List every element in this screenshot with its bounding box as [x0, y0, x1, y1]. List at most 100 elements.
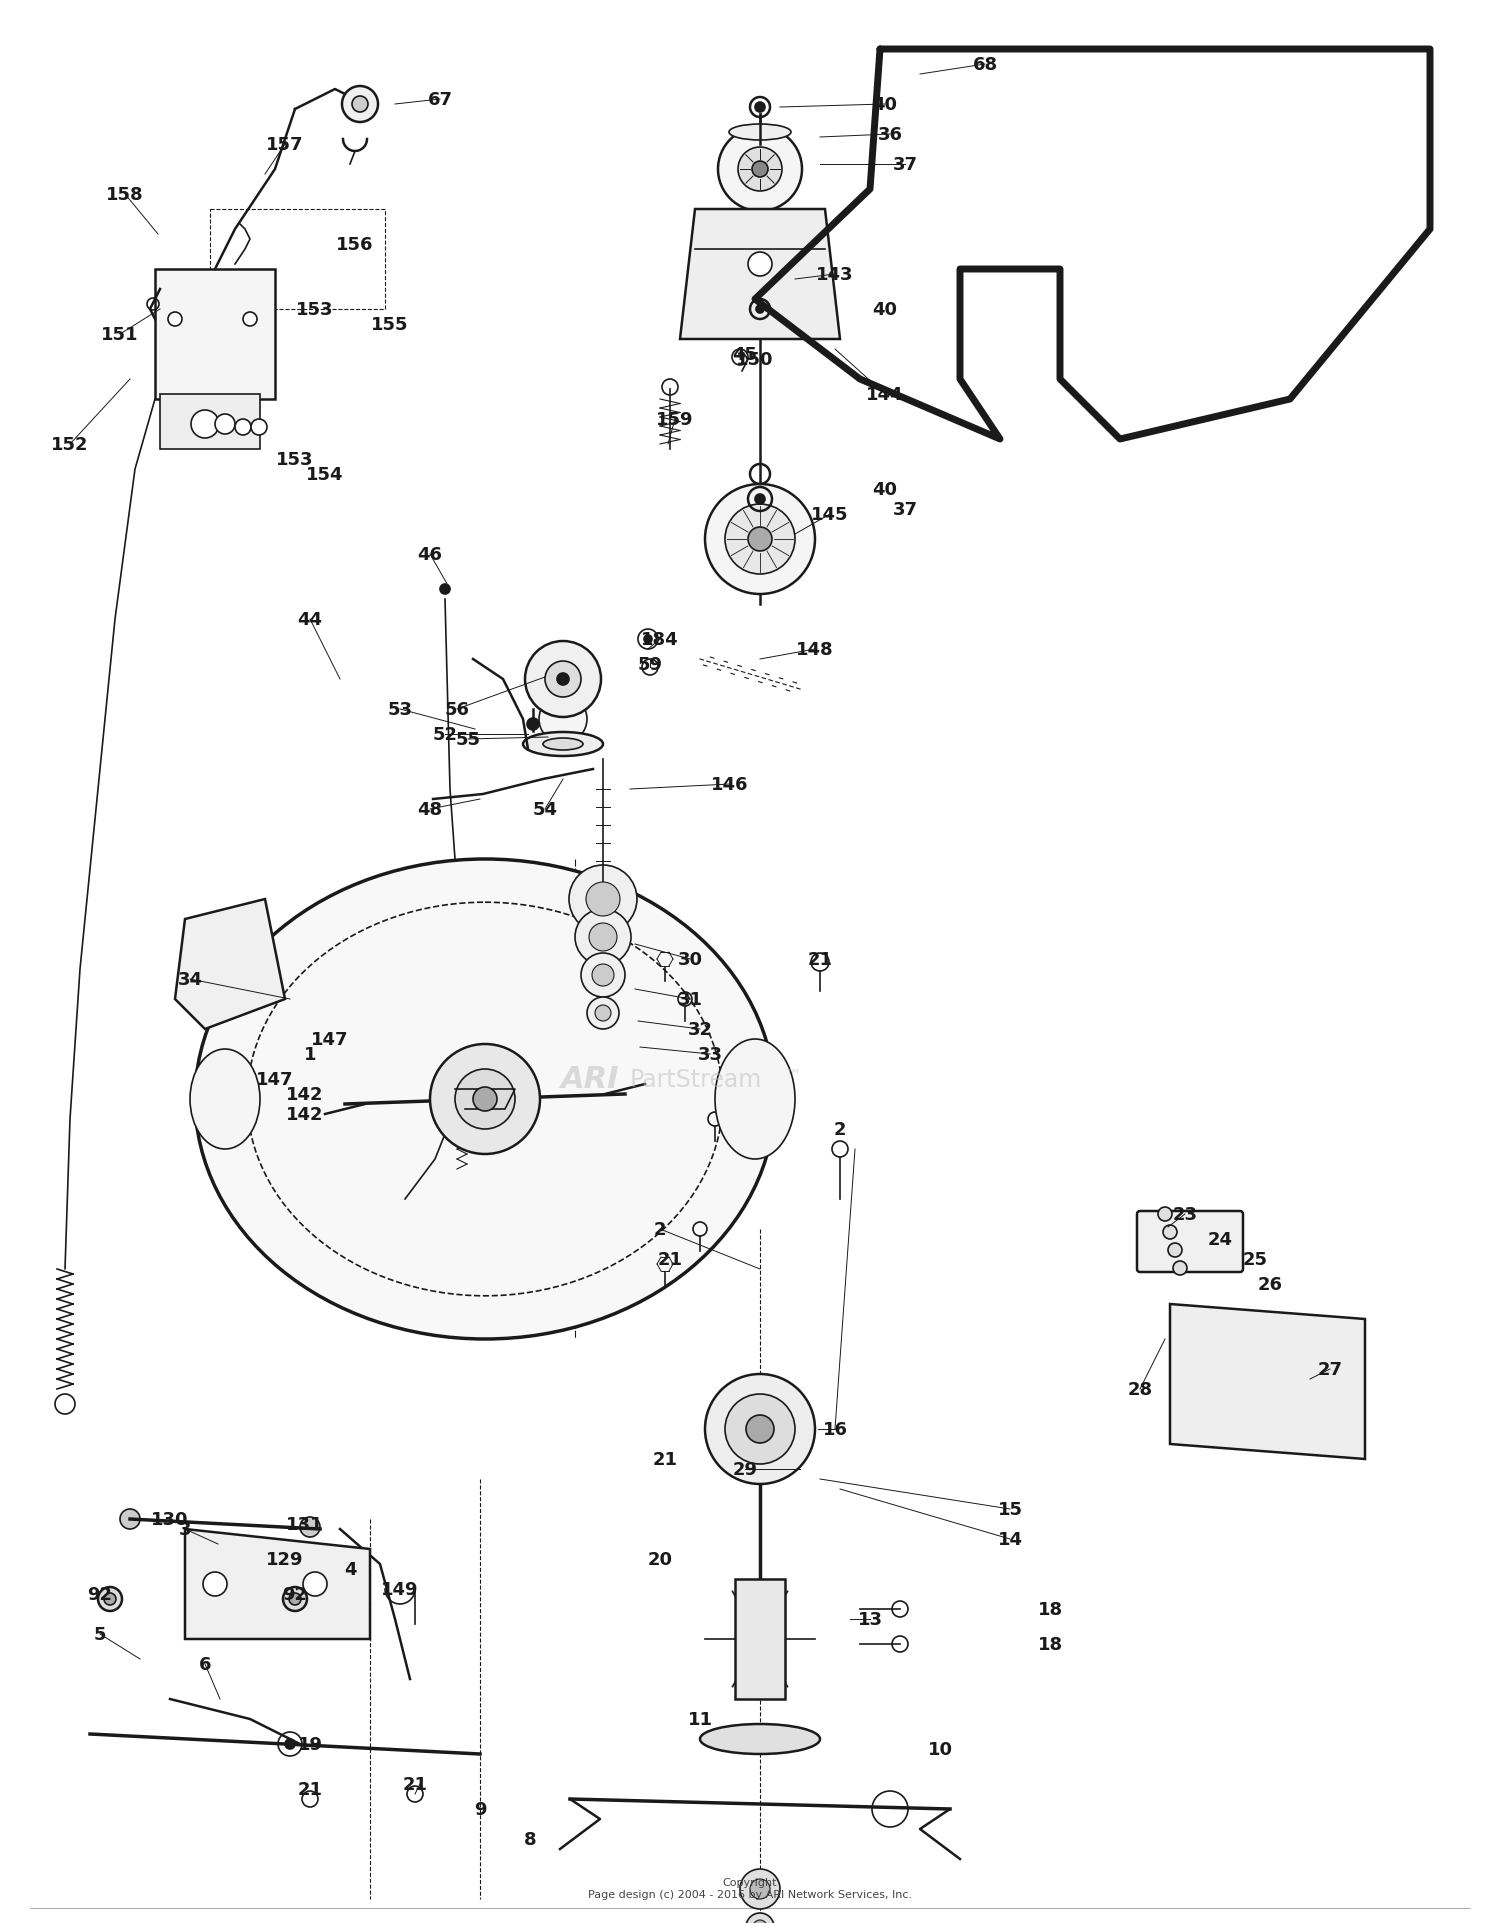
Circle shape	[586, 883, 620, 917]
Text: 21: 21	[652, 1450, 678, 1469]
Circle shape	[738, 148, 782, 192]
Circle shape	[190, 412, 219, 438]
Text: 2: 2	[834, 1121, 846, 1138]
Text: 24: 24	[1208, 1231, 1233, 1248]
Text: 146: 146	[711, 775, 748, 794]
Circle shape	[525, 642, 602, 717]
Circle shape	[750, 1879, 770, 1900]
Text: 67: 67	[427, 90, 453, 110]
Text: 158: 158	[106, 187, 144, 204]
Circle shape	[644, 637, 652, 644]
Text: 145: 145	[812, 506, 849, 523]
Text: 37: 37	[892, 500, 918, 519]
Text: 18: 18	[1038, 1600, 1062, 1617]
Text: 184: 184	[640, 631, 680, 648]
Text: 147: 147	[256, 1071, 294, 1088]
Text: 8: 8	[524, 1831, 537, 1848]
Text: 4: 4	[344, 1560, 357, 1579]
Circle shape	[300, 1517, 320, 1536]
Text: 143: 143	[816, 265, 854, 285]
Text: 46: 46	[417, 546, 442, 563]
Circle shape	[1158, 1208, 1172, 1221]
Text: 5: 5	[93, 1625, 106, 1642]
Circle shape	[724, 504, 795, 575]
Circle shape	[538, 696, 586, 744]
FancyBboxPatch shape	[154, 269, 274, 400]
Circle shape	[526, 719, 538, 731]
Text: 59: 59	[638, 656, 663, 673]
Text: 33: 33	[698, 1046, 723, 1063]
Text: 153: 153	[276, 450, 314, 469]
Text: 55: 55	[456, 731, 480, 748]
Text: 48: 48	[417, 800, 442, 819]
Circle shape	[752, 162, 768, 179]
Text: 10: 10	[927, 1740, 952, 1758]
Text: 157: 157	[267, 137, 303, 154]
Text: 150: 150	[736, 350, 774, 369]
Circle shape	[568, 865, 638, 933]
Text: 37: 37	[892, 156, 918, 173]
Text: 9: 9	[474, 1800, 486, 1817]
Circle shape	[251, 419, 267, 437]
Circle shape	[236, 419, 250, 437]
Text: 131: 131	[286, 1515, 324, 1533]
Text: 159: 159	[657, 412, 693, 429]
Circle shape	[454, 1069, 514, 1129]
Text: 21: 21	[807, 950, 832, 969]
Text: 6: 6	[198, 1656, 211, 1673]
Circle shape	[214, 415, 236, 435]
Circle shape	[544, 662, 580, 698]
Circle shape	[285, 1738, 296, 1750]
Text: 52: 52	[432, 725, 457, 744]
Text: 56: 56	[444, 700, 470, 719]
Text: 18: 18	[1038, 1635, 1062, 1654]
Text: 16: 16	[822, 1421, 848, 1438]
Text: 32: 32	[687, 1021, 712, 1038]
Text: ARI: ARI	[561, 1065, 620, 1094]
Text: PartStream: PartStream	[630, 1067, 762, 1092]
Bar	[210, 210, 386, 310]
Text: 21: 21	[402, 1775, 427, 1792]
Polygon shape	[1170, 1304, 1365, 1460]
Text: 25: 25	[1242, 1250, 1268, 1269]
Circle shape	[168, 313, 182, 327]
Text: 11: 11	[687, 1710, 712, 1729]
Text: 144: 144	[867, 387, 903, 404]
Circle shape	[596, 1006, 610, 1021]
Bar	[160, 394, 260, 450]
Text: 53: 53	[387, 700, 412, 719]
Circle shape	[120, 1510, 140, 1529]
Circle shape	[586, 998, 620, 1029]
Text: 40: 40	[873, 300, 897, 319]
Text: 13: 13	[858, 1610, 882, 1629]
Circle shape	[740, 1869, 780, 1910]
Text: 34: 34	[177, 971, 203, 988]
Circle shape	[746, 1415, 774, 1444]
Text: 156: 156	[336, 237, 374, 254]
Text: 40: 40	[873, 96, 897, 113]
Circle shape	[266, 1558, 274, 1567]
Text: 14: 14	[998, 1531, 1023, 1548]
Text: 54: 54	[532, 800, 558, 819]
Text: 92: 92	[87, 1585, 112, 1604]
Text: 152: 152	[51, 437, 88, 454]
Text: 149: 149	[381, 1581, 419, 1598]
Polygon shape	[184, 1529, 370, 1638]
Ellipse shape	[729, 125, 790, 140]
Circle shape	[98, 1586, 122, 1611]
Circle shape	[290, 1592, 302, 1606]
Text: 19: 19	[297, 1735, 322, 1754]
Text: 148: 148	[796, 640, 834, 660]
Circle shape	[590, 923, 616, 952]
Polygon shape	[176, 900, 285, 1029]
Text: 3: 3	[178, 1521, 192, 1538]
Circle shape	[243, 313, 256, 327]
Text: 92: 92	[282, 1585, 308, 1604]
Circle shape	[574, 910, 632, 965]
Polygon shape	[680, 210, 840, 340]
Circle shape	[718, 129, 803, 212]
Text: 31: 31	[678, 990, 702, 1008]
Circle shape	[748, 527, 772, 552]
Ellipse shape	[543, 738, 584, 750]
Circle shape	[303, 1573, 327, 1596]
